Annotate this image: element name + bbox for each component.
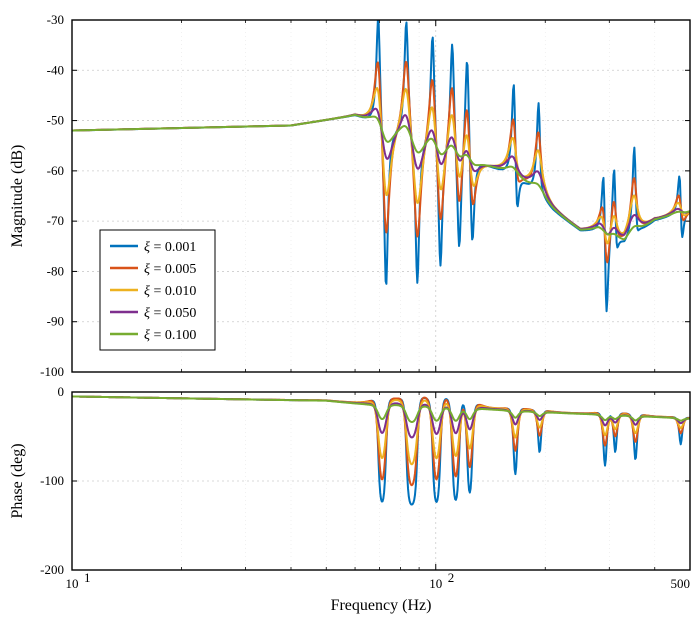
xtick-label: 500 [671, 576, 691, 591]
xtick-exp: 2 [448, 570, 455, 585]
xtick-exp: 1 [84, 570, 91, 585]
xtick-label: 10 [66, 576, 79, 591]
ytick-label: -80 [47, 263, 64, 278]
legend-label: ξ = 0.005 [144, 262, 196, 277]
y-axis-label: Phase (deg) [9, 443, 26, 518]
ytick-label: -40 [47, 62, 64, 77]
ytick-label: -60 [47, 163, 64, 178]
ytick-label: -200 [40, 562, 64, 577]
x-tick-labels: 10 1 10 2 500 [66, 570, 691, 591]
ytick-label: -100 [40, 364, 64, 379]
legend-label: ξ = 0.010 [144, 284, 196, 299]
x-axis-label: Frequency (Hz) [331, 597, 432, 614]
ytick-label: -90 [47, 314, 64, 329]
ytick-label: -100 [40, 473, 64, 488]
ytick-label: 0 [58, 384, 65, 399]
legend-label: ξ = 0.050 [144, 306, 196, 321]
legend-label: ξ = 0.001 [144, 240, 196, 255]
ytick-label: -50 [47, 113, 64, 128]
legend: ξ = 0.001 ξ = 0.005 ξ = 0.010 ξ = 0.050 ξ = … [100, 230, 215, 350]
ytick-label: -70 [47, 213, 64, 228]
y-axis-label: Magnitude (dB) [9, 145, 26, 248]
xtick-label: 10 [429, 576, 442, 591]
bode-plot: -100 -90 -80 -70 -60 -50 -40 -30 Magnitude (dB) -… [0, 0, 700, 621]
legend-label: ξ = 0.100 [144, 328, 196, 343]
ytick-label: -30 [47, 12, 64, 27]
